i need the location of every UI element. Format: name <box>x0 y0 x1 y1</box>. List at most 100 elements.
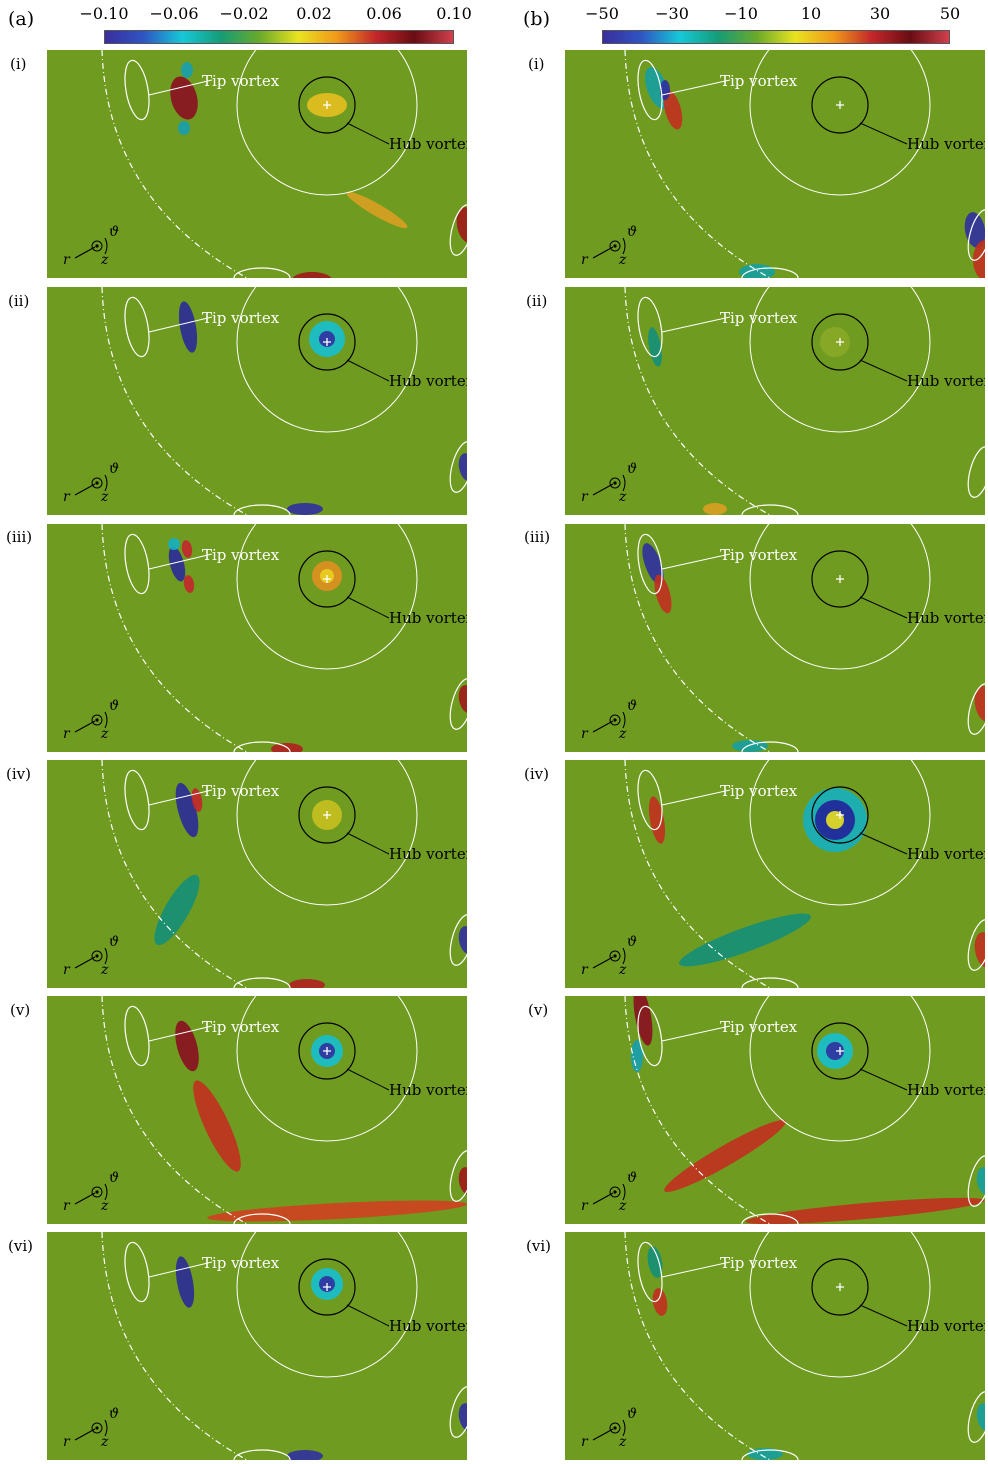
hub-vortex-circle <box>811 1022 869 1080</box>
panel-background <box>565 50 985 278</box>
tip-vortex-ellipse-right <box>967 1155 985 1207</box>
r-axis-arrow <box>592 1428 614 1441</box>
theta-arrow <box>104 237 108 255</box>
z-axis-dot <box>613 244 617 248</box>
colorbar-b <box>602 30 950 44</box>
row-label-b-ii: (ii) <box>526 292 548 310</box>
colorbar-b-tick: 30 <box>869 4 891 23</box>
tip-vortex-ellipse-right <box>967 683 985 735</box>
panel-background <box>47 50 467 278</box>
hub-center-cross <box>323 101 331 109</box>
vortex-contour-blob <box>207 1200 467 1222</box>
r-axis-arrow <box>592 1192 614 1205</box>
row-label-b-v: (v) <box>528 1001 549 1019</box>
tip-vortex-ellipse <box>124 296 150 358</box>
z-axis-label: z <box>100 489 109 505</box>
vortex-contour-blob <box>181 62 193 78</box>
tip-vortex-ellipse-bottom <box>233 977 291 988</box>
z-axis-dot <box>95 481 99 485</box>
z-axis-symbol <box>91 1422 103 1434</box>
row-label-b-iii: (iii) <box>524 528 551 546</box>
hub-center-cross <box>323 338 331 346</box>
colorbar-b-tick: −30 <box>655 4 689 23</box>
z-axis-symbol <box>91 714 103 726</box>
colorbar-a-tick: 0.10 <box>436 4 472 23</box>
hub-vortex-label: Hub vortex <box>389 1317 467 1335</box>
tip-vortex-ellipse <box>637 533 663 595</box>
tip-vortex-ellipse <box>637 59 663 121</box>
hub-vortex-circle <box>298 550 356 608</box>
theta-arrow <box>622 1419 626 1437</box>
hub-vortex-circle <box>811 550 869 608</box>
tip-vortex-leader <box>148 1025 213 1042</box>
z-axis-label: z <box>100 1434 109 1450</box>
hub-vortex-circle <box>811 786 869 844</box>
tip-vortex-label: Tip vortex <box>720 1018 798 1036</box>
z-axis-symbol <box>91 240 103 252</box>
tip-vortex-ellipse-right <box>967 1391 985 1443</box>
theta-axis-label: ϑ <box>627 224 637 240</box>
vortex-contour-blob <box>458 453 467 481</box>
z-axis-label: z <box>618 489 627 505</box>
z-axis-label: z <box>618 252 627 268</box>
tip-vortex-ellipse-bottom <box>741 1449 799 1460</box>
vortex-contour-blob <box>973 240 985 278</box>
tip-vortex-ellipse-bottom <box>741 1213 799 1224</box>
z-axis-symbol <box>609 1422 621 1434</box>
tip-vortex-ellipse-bottom <box>233 741 291 752</box>
r-axis-label: r <box>63 962 71 978</box>
row-label-b-i: (i) <box>528 55 545 73</box>
vortex-contour-blob <box>154 874 200 946</box>
tip-vortex-leader <box>148 79 213 96</box>
tip-vortex-ellipse-right <box>967 209 985 261</box>
contour-panel-b-6: Tip vortex Hub vortex r zϑ <box>565 1232 985 1460</box>
hub-vortex-circle <box>811 76 869 134</box>
contour-panel-a-1: Tip vortex Hub vortex r zϑ <box>47 50 467 278</box>
row-label-a-v: (v) <box>10 1001 31 1019</box>
z-axis-symbol <box>609 714 621 726</box>
tip-vortex-leader <box>148 789 213 806</box>
colorbar-a-tick: −0.10 <box>79 4 129 23</box>
hub-center-cross <box>836 811 844 819</box>
tip-vortex-ellipse-bottom <box>233 1449 291 1460</box>
hub-vortex-leader <box>859 1068 908 1091</box>
tip-vortex-ellipse-right <box>449 914 467 966</box>
contour-panel-a-6: Tip vortex Hub vortex r zϑ <box>47 1232 467 1460</box>
vortex-contour-blob <box>170 76 198 120</box>
tip-vortex-ellipse <box>124 59 150 121</box>
tip-vortex-leader <box>148 1261 213 1278</box>
tip-vortex-leader <box>148 316 213 333</box>
hub-region-circle <box>749 287 931 433</box>
r-axis-arrow <box>74 246 96 259</box>
hub-region-circle <box>236 1232 418 1378</box>
hub-vortex-leader <box>859 122 908 145</box>
theta-arrow <box>622 711 626 729</box>
tip-vortex-leader <box>661 1025 731 1042</box>
vortex-contour-blob <box>633 996 653 1046</box>
vortex-contour-blob <box>458 1167 467 1195</box>
vortex-contour-blob <box>647 1246 663 1278</box>
theta-axis-label: ϑ <box>109 1406 119 1422</box>
colorbar-a-tick: 0.02 <box>296 4 332 23</box>
hub-vortex-leader <box>346 1304 390 1327</box>
tip-vortex-ellipse-right <box>449 678 467 730</box>
z-axis-label: z <box>618 1198 627 1214</box>
theta-axis-label: ϑ <box>109 934 119 950</box>
r-axis-label: r <box>581 1198 589 1214</box>
row-label-a-ii: (ii) <box>8 292 30 310</box>
row-label-b-iv: (iv) <box>524 765 549 783</box>
r-axis-arrow <box>592 956 614 969</box>
z-axis-dot <box>613 481 617 485</box>
tip-vortex-ellipse <box>637 1005 663 1067</box>
z-axis-dot <box>95 1190 99 1194</box>
r-axis-label: r <box>581 962 589 978</box>
colorbar-b-tick: −10 <box>724 4 758 23</box>
colorbar-a-tick: −0.02 <box>219 4 269 23</box>
hub-vortex-label: Hub vortex <box>389 1081 467 1099</box>
hub-region-circle <box>236 50 418 196</box>
contour-panel-a-2: Tip vortex Hub vortex r zϑ <box>47 287 467 515</box>
vortex-contour-blob <box>193 1080 241 1172</box>
hub-vortex-leader <box>346 122 390 145</box>
vortex-contour-blob <box>168 546 186 582</box>
z-axis-dot <box>613 1426 617 1430</box>
